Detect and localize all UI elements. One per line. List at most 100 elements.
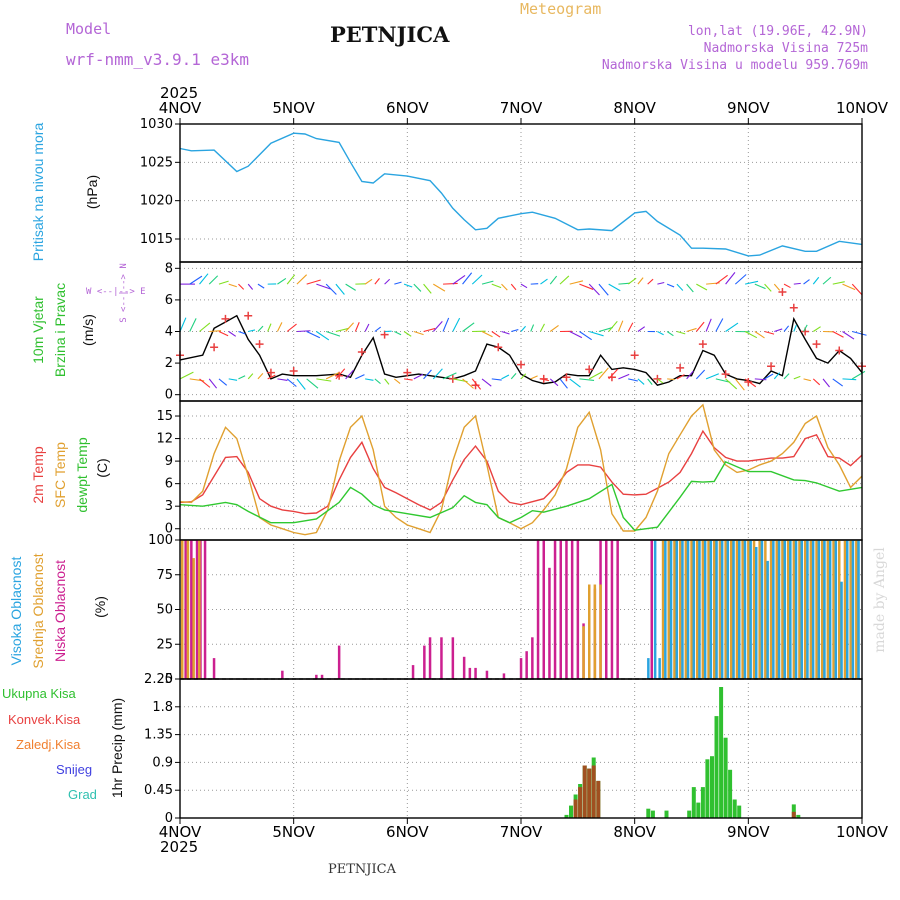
wind-direction-we: W <--|--> E	[86, 287, 146, 297]
wind-arrow	[432, 368, 443, 380]
y-tick-label: 0.45	[144, 783, 173, 798]
bar-niska-oblacnost	[203, 540, 207, 679]
bar-visoka-oblacnost	[811, 540, 815, 679]
bar-visoka-oblacnost	[783, 540, 786, 679]
wind-arrow	[345, 369, 354, 380]
bar-ukupna-kisa	[732, 799, 737, 818]
wind-arrow	[666, 331, 674, 337]
bar-srednja-oblacnost	[667, 540, 670, 679]
y-tick-label: 100	[148, 533, 173, 548]
wind-arrow	[296, 330, 311, 333]
wind-arrow	[657, 281, 665, 285]
bar-niska-oblacnost	[462, 656, 466, 679]
bar-niska-oblacnost	[190, 540, 193, 679]
wind-arrow	[773, 372, 781, 380]
bar-srednja-oblacnost	[849, 540, 852, 679]
y-tick-label: 0	[165, 672, 173, 687]
bar-srednja-oblacnost	[713, 540, 716, 679]
bar-visoka-oblacnost	[743, 540, 747, 679]
bar-niska-oblacnost	[440, 637, 443, 679]
wind-arrow	[832, 281, 845, 285]
wind-arrow	[267, 374, 276, 380]
bar-srednja-oblacnost	[735, 540, 739, 679]
gust-marker	[494, 343, 503, 352]
wind-arrow	[783, 283, 791, 289]
wind-arrow	[783, 373, 790, 380]
bar-srednja-oblacnost	[730, 540, 733, 679]
bar-srednja-oblacnost	[701, 540, 705, 679]
gust-marker	[403, 368, 412, 377]
wind-arrow	[306, 279, 321, 285]
bar-srednja-oblacnost	[684, 540, 688, 679]
wind-arrow	[228, 331, 237, 337]
bar-konvek-kisa	[791, 811, 796, 818]
wind-arrow	[764, 330, 775, 335]
wind-arrow	[549, 275, 558, 285]
y-tick-label: 1030	[140, 117, 173, 132]
bar-niska-oblacnost	[650, 540, 653, 679]
wind-arrow	[715, 274, 728, 285]
wind-arrow	[238, 283, 245, 290]
wind-arrow	[442, 372, 457, 380]
gust-marker	[835, 346, 844, 355]
bar-niska-oblacnost	[616, 540, 619, 679]
bar-visoka-oblacnost	[800, 540, 803, 679]
wind-arrow	[374, 278, 380, 285]
wind-arrow	[403, 283, 413, 288]
wind-arrow	[754, 283, 766, 290]
bar-visoka-oblacnost	[777, 540, 781, 679]
bar-visoka-oblacnost	[726, 540, 730, 679]
bar-srednja-oblacnost	[673, 540, 676, 679]
wind-arrow	[695, 369, 706, 380]
gust-marker	[380, 330, 389, 339]
year-bottom: 2025	[160, 838, 199, 856]
bar-ukupna-kisa	[646, 808, 651, 818]
wind-arrow	[345, 283, 356, 291]
wind-arrow	[267, 323, 272, 332]
bar-ukupna-kisa	[700, 787, 705, 818]
wind-arrow	[423, 283, 432, 294]
y-tick-label: 75	[156, 568, 173, 583]
series-dewpt-temp	[179, 461, 863, 531]
bar-ukupna-kisa	[737, 805, 742, 818]
wind-arrow	[569, 280, 584, 285]
y-tick-label: 0	[165, 522, 173, 537]
wind-arrow	[335, 327, 350, 333]
bar-srednja-oblacnost	[832, 540, 835, 679]
bar-srednja-oblacnost	[599, 584, 602, 679]
bar-visoka-oblacnost	[703, 540, 707, 679]
wind-arrow	[852, 330, 867, 336]
bar-srednja-oblacnost	[821, 540, 824, 679]
wind-arrow	[851, 283, 863, 296]
wind-arrow	[218, 331, 229, 337]
bar-visoka-oblacnost	[738, 540, 741, 679]
wind-arrow	[608, 320, 618, 332]
bar-visoka-oblacnost	[772, 540, 775, 679]
gust-marker	[585, 365, 594, 374]
wind-arrow	[744, 331, 758, 339]
wind-arrow	[676, 330, 686, 335]
bar-ukupna-kisa	[719, 687, 724, 818]
model-altitude-label: Nadmorska Visina u modelu 959.769m	[601, 58, 868, 73]
wind-arrow	[812, 378, 821, 386]
bar-srednja-oblacnost	[798, 540, 801, 679]
wind-arrow	[510, 283, 517, 291]
bar-srednja-oblacnost	[775, 540, 778, 679]
bar-niska-oblacnost	[411, 665, 415, 679]
bar-srednja-oblacnost	[192, 558, 195, 679]
x-tick-label-bottom: 7NOV	[500, 823, 543, 841]
wind-arrow	[452, 275, 466, 285]
wind-arrow	[218, 378, 228, 386]
wind-arrow	[579, 378, 595, 381]
wind-arrow	[423, 327, 436, 333]
wind-arrow	[696, 283, 708, 291]
wind-arrow	[812, 276, 820, 285]
wind-arrow	[822, 378, 830, 388]
wind-arrow	[764, 373, 774, 380]
gust-marker	[767, 362, 776, 371]
bar-visoka-oblacnost	[709, 540, 713, 679]
wind-arrow	[725, 378, 738, 390]
bar-niska-oblacnost	[548, 567, 551, 679]
wind-arrow	[793, 282, 801, 285]
